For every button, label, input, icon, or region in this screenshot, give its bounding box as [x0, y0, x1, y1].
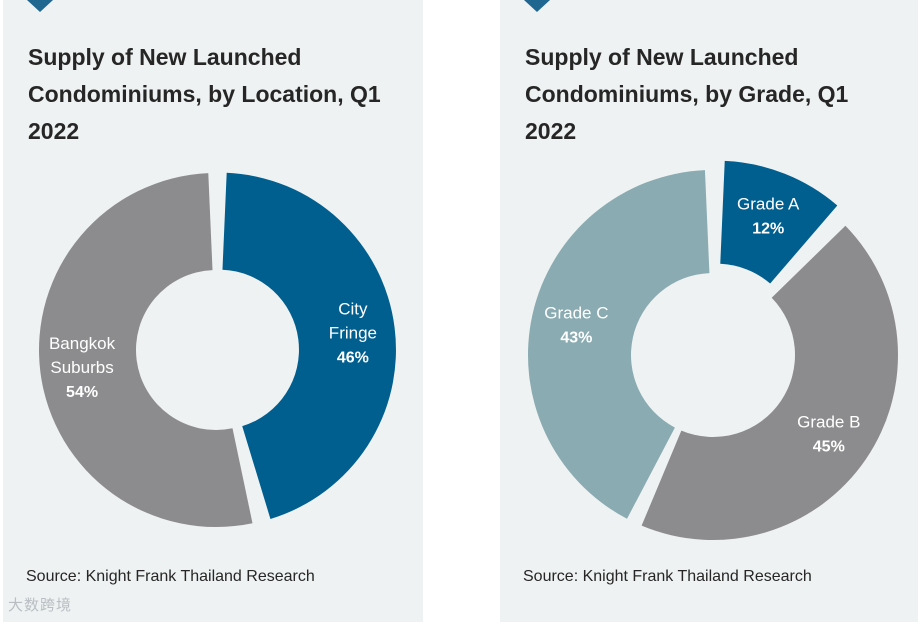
donut-slice	[222, 172, 396, 519]
chart-title: Supply of New Launched Condominiums, by …	[525, 44, 849, 144]
chart-panel-grade: Supply of New Launched Condominiums, by …	[500, 0, 918, 622]
donut-slice-group: Bangkok Suburbs 54%	[39, 173, 253, 528]
donut-slice-group: Grade C 43%	[528, 170, 710, 519]
donut-slice	[720, 160, 838, 284]
slice-percent-label: 46%	[337, 350, 369, 367]
slice-percent-label: 45%	[813, 439, 845, 456]
donut-slice	[39, 173, 253, 528]
slice-percent-label: 12%	[752, 221, 784, 238]
chart-source: Source: Knight Frank Thailand Research	[26, 568, 315, 585]
slice-label: Fringe	[329, 324, 377, 343]
chart-panel-location: Supply of New Launched Condominiums, by …	[3, 0, 423, 622]
donut-slice-group: City Fringe 46%	[222, 172, 396, 519]
watermark-logo: 大数跨境	[8, 594, 72, 615]
donut-slice	[528, 170, 710, 519]
slice-label: Grade A	[737, 195, 800, 214]
panel-marker	[524, 0, 550, 12]
donut-slice-group: Grade B 45%	[641, 225, 899, 541]
chart-source: Source: Knight Frank Thailand Research	[523, 568, 812, 585]
slice-label: Suburbs	[50, 358, 113, 377]
slice-label: Grade C	[544, 303, 608, 322]
slice-percent-label: 54%	[66, 384, 98, 401]
donut-chart-location: City Fringe 46% Bangkok Suburbs 54%	[39, 172, 396, 528]
donut-slice-group: Grade A 12%	[720, 160, 838, 284]
slice-label: Grade B	[797, 413, 860, 432]
chart-title: Supply of New Launched Condominiums, by …	[28, 44, 381, 144]
slice-percent-label: 43%	[560, 329, 592, 346]
donut-slice	[641, 225, 899, 541]
panel-marker	[27, 0, 53, 12]
slice-label: Bangkok	[49, 334, 116, 353]
watermark-text: 大数跨境	[8, 597, 73, 614]
donut-chart-grade: Grade A 12% Grade B 45% Grade C 43%	[528, 160, 899, 541]
slice-label: City	[338, 300, 368, 319]
